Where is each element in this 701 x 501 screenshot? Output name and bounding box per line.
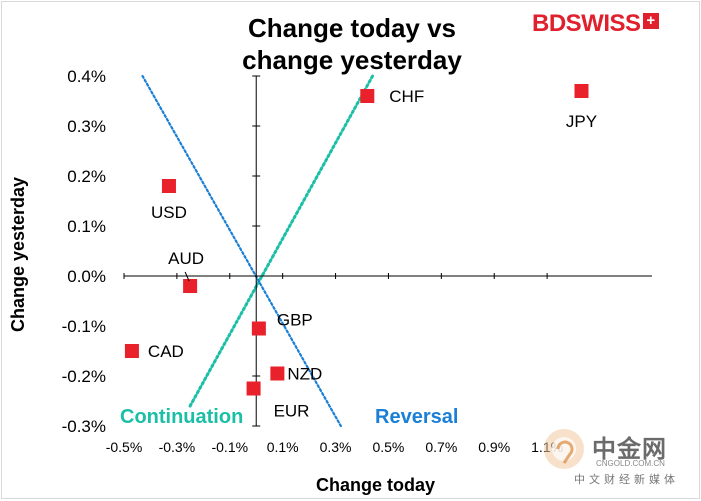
reference-lines: Continuation Reversal [120, 74, 458, 428]
reference-line-reversal [141, 74, 342, 428]
point-chf [360, 89, 375, 103]
watermark-cn-text: 中金网 [592, 436, 667, 463]
point-label-usd: USD [151, 203, 187, 222]
chart-title-line-1: Change today vs [247, 13, 457, 43]
x-tick-label: -0.1% [211, 439, 248, 455]
reference-label-reversal: Reversal [375, 406, 458, 428]
bdswiss-logo: BDSWISS + [532, 10, 659, 38]
aud-leader-line [184, 271, 190, 282]
point-label-gbp: GBP [277, 311, 313, 330]
watermark-url: CNGOLD.COM.CN [596, 459, 665, 468]
y-tick-label: 0.1% [67, 217, 106, 236]
reference-line-continuation [188, 74, 375, 408]
x-tick-label: -0.3% [159, 439, 196, 455]
point-label-aud: AUD [168, 249, 204, 268]
y-tick-label: -0.2% [62, 367, 106, 386]
point-eur [246, 381, 261, 396]
y-tick-label: -0.3% [62, 417, 106, 436]
y-tick-labels: -0.3% -0.2% -0.1% 0.0% 0.1% 0.2% 0.3% 0.4% [62, 67, 106, 436]
x-tick-label: 0.3% [320, 439, 352, 455]
y-tick-label: 0.3% [67, 117, 106, 136]
watermark-subtitle: 中文财经新媒体 [574, 474, 679, 486]
y-tick-label: -0.1% [62, 317, 106, 336]
x-tick-label: -0.5% [106, 439, 143, 455]
point-label-jpy: JPY [566, 112, 597, 131]
point-cad [124, 344, 139, 358]
x-tick-label: 0.5% [372, 439, 404, 455]
point-gbp [251, 321, 266, 336]
x-axis-label: Change today [315, 475, 435, 495]
point-label-nzd: NZD [287, 365, 322, 384]
x-tick-label: 0.9% [478, 439, 510, 455]
point-label-eur: EUR [274, 402, 310, 421]
data-points: CHF JPY USD AUD GBP CAD NZD EUR [124, 84, 597, 421]
plus-icon: + [642, 13, 659, 29]
axes [123, 75, 652, 427]
y-tick-label: 0.4% [67, 67, 106, 86]
chart-title: Change today vs change yesterday [192, 12, 512, 76]
reference-label-continuation: Continuation [120, 406, 243, 428]
x-tick-labels: -0.5%-0.3%-0.1%0.1%0.3%0.5%0.7%0.9%1.1% [106, 439, 563, 455]
point-label-cad: CAD [148, 342, 184, 361]
x-tick-label: 0.1% [267, 439, 299, 455]
point-usd [161, 179, 176, 193]
cngold-logo-icon [544, 429, 584, 469]
point-jpy [574, 84, 589, 98]
x-tick-label: 0.7% [425, 439, 457, 455]
point-aud [183, 279, 198, 293]
point-nzd [270, 366, 285, 381]
y-tick-label: 0.0% [67, 267, 106, 286]
cngold-watermark: 中金网 CNGOLD.COM.CN 中文财经新媒体 [542, 427, 692, 486]
chart-title-line-2: change yesterday [242, 45, 462, 75]
y-tick-label: 0.2% [67, 167, 106, 186]
point-label-chf: CHF [389, 87, 424, 106]
